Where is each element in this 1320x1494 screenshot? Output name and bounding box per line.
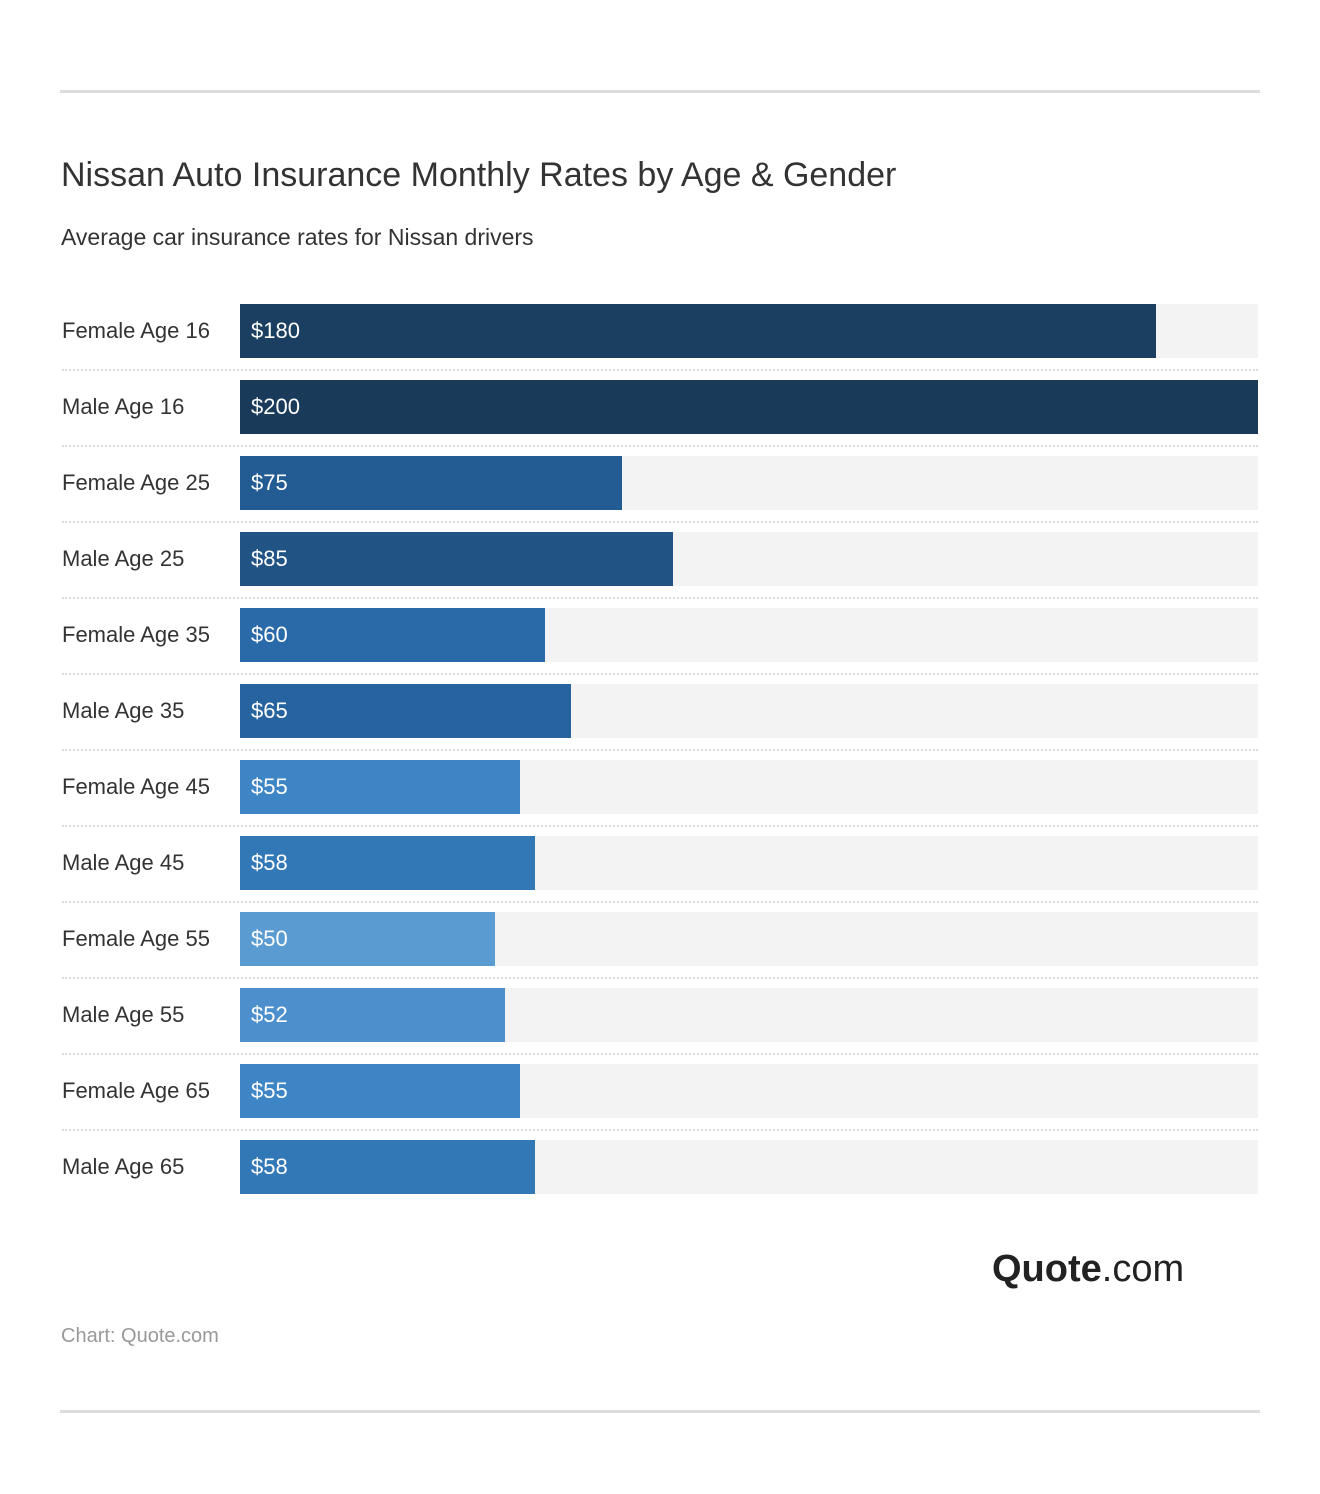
bar: $55: [240, 1064, 520, 1118]
bar-track: $65: [240, 684, 1258, 738]
row-separator: [62, 901, 1258, 903]
row-separator: [62, 369, 1258, 371]
bar-row: Female Age 45 $55: [62, 760, 1258, 814]
bar-track: $60: [240, 608, 1258, 662]
bar: $75: [240, 456, 622, 510]
bar-row: Male Age 55 $52: [62, 988, 1258, 1042]
row-separator: [62, 1129, 1258, 1131]
bar-row: Female Age 55 $50: [62, 912, 1258, 966]
row-separator: [62, 521, 1258, 523]
chart-credit: Chart: Quote.com: [61, 1325, 219, 1347]
category-label: Male Age 45: [62, 850, 185, 875]
value-label: $65: [251, 698, 288, 723]
bar-track: $55: [240, 1064, 1258, 1118]
bar: $52: [240, 988, 505, 1042]
bar: $200: [240, 380, 1258, 434]
value-label: $180: [251, 318, 300, 343]
category-label: Female Age 25: [62, 470, 210, 495]
chart-title: Nissan Auto Insurance Monthly Rates by A…: [61, 156, 897, 194]
bar-row: Female Age 65 $55: [62, 1064, 1258, 1118]
row-separator: [62, 445, 1258, 447]
bar-track: $85: [240, 532, 1258, 586]
bar-track: $58: [240, 1140, 1258, 1194]
bar: $85: [240, 532, 673, 586]
category-label: Female Age 55: [62, 926, 210, 951]
bar: $60: [240, 608, 546, 662]
row-separator: [62, 1053, 1258, 1055]
category-label: Male Age 65: [62, 1154, 185, 1179]
bar-row: Male Age 45 $58: [62, 836, 1258, 890]
row-separator: [62, 673, 1258, 675]
category-label: Male Age 55: [62, 1002, 185, 1027]
bar: $55: [240, 760, 520, 814]
value-label: $52: [251, 1002, 288, 1027]
value-label: $75: [251, 470, 288, 495]
row-separator: [62, 749, 1258, 751]
value-label: $55: [251, 774, 288, 799]
bar: $58: [240, 1140, 536, 1194]
category-label: Female Age 65: [62, 1078, 210, 1103]
bar-track: $75: [240, 456, 1258, 510]
bar-track: $58: [240, 836, 1258, 890]
category-label: Male Age 16: [62, 394, 185, 419]
bar-track: $180: [240, 304, 1258, 358]
bar-row: Male Age 16 $200: [62, 380, 1258, 434]
value-label: $50: [251, 926, 288, 951]
bar-row: Male Age 65 $58: [62, 1140, 1258, 1194]
value-label: $200: [251, 394, 300, 419]
bar-track: $55: [240, 760, 1258, 814]
category-label: Female Age 35: [62, 622, 210, 647]
top-divider: [60, 90, 1260, 93]
bar: $50: [240, 912, 495, 966]
value-label: $58: [251, 850, 288, 875]
category-label: Female Age 16: [62, 318, 210, 343]
value-label: $55: [251, 1078, 288, 1103]
bar-row: Female Age 16 $180: [62, 304, 1258, 358]
bar-track: $200: [240, 380, 1258, 434]
bar-row: Male Age 25 $85: [62, 532, 1258, 586]
bar: $65: [240, 684, 571, 738]
row-separator: [62, 597, 1258, 599]
bar-row: Female Age 35 $60: [62, 608, 1258, 662]
category-label: Male Age 35: [62, 698, 185, 723]
chart-subtitle: Average car insurance rates for Nissan d…: [61, 224, 534, 250]
row-separator: [62, 977, 1258, 979]
value-label: $60: [251, 622, 288, 647]
bar-row: Female Age 25 $75: [62, 456, 1258, 510]
bottom-divider: [60, 1410, 1260, 1413]
row-separator: [62, 825, 1258, 827]
category-label: Male Age 25: [62, 546, 185, 571]
bar: $58: [240, 836, 536, 890]
value-label: $58: [251, 1154, 288, 1179]
category-label: Female Age 45: [62, 774, 210, 799]
quote-logo: Quote.com: [992, 1248, 1185, 1290]
value-label: $85: [251, 546, 288, 571]
bar-track: $52: [240, 988, 1258, 1042]
bar-track: $50: [240, 912, 1258, 966]
bar-row: Male Age 35 $65: [62, 684, 1258, 738]
bar: $180: [240, 304, 1157, 358]
